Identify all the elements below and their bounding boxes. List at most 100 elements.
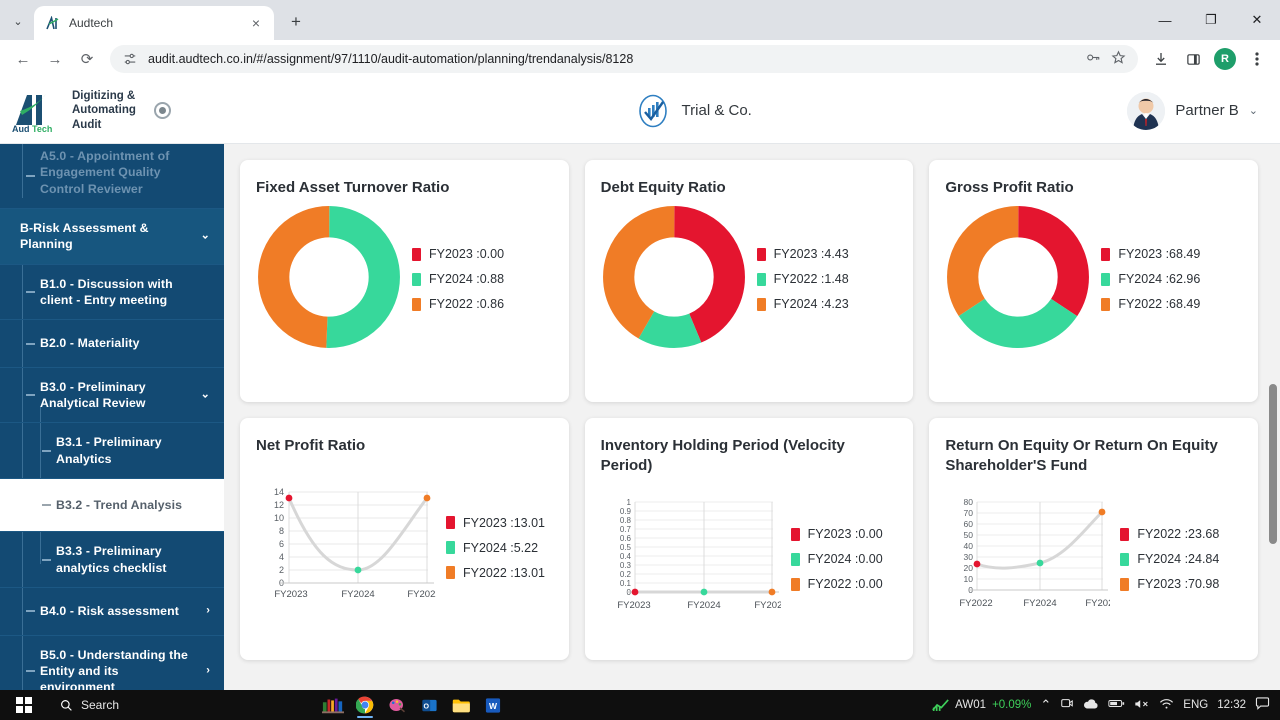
new-tab-button[interactable]: + <box>291 12 301 31</box>
back-icon[interactable]: ← <box>15 50 31 68</box>
sidebar-item-a5-0[interactable]: A5.0 - Appointment of Engagement Quality… <box>0 144 224 210</box>
paint-icon[interactable] <box>382 692 412 718</box>
maximize-button[interactable]: ❐ <box>1205 12 1217 27</box>
cloud-icon[interactable] <box>1083 698 1099 713</box>
forward-icon[interactable]: → <box>47 50 63 68</box>
legend-swatch <box>412 272 421 286</box>
browser-toolbar: ← → ⟳ audit.audtech.co.in/#/assignment/9… <box>0 40 1280 78</box>
chevron-down-icon[interactable]: ⌄ <box>1248 105 1258 117</box>
tree-dash-icon <box>42 504 51 507</box>
svg-text:12: 12 <box>274 500 284 510</box>
legend-item[interactable]: FY2024 :62.96 <box>1101 272 1200 286</box>
legend-item[interactable]: FY2024 :24.84 <box>1120 552 1219 566</box>
legend-item[interactable]: FY2023 :0.00 <box>790 527 883 541</box>
svg-text:0.4: 0.4 <box>620 552 632 561</box>
sidebar-item-b2-0[interactable]: B2.0 - Materiality <box>0 320 224 368</box>
legend-item[interactable]: FY2022 :0.00 <box>790 577 883 591</box>
chevron-down-icon[interactable]: ⌄ <box>200 230 210 243</box>
minimize-button[interactable]: — <box>1158 12 1172 28</box>
donut-chart-gross-profit[interactable] <box>945 204 1091 355</box>
volume-muted-icon[interactable] <box>1134 698 1150 713</box>
legend-item[interactable]: FY2023 :68.49 <box>1101 247 1200 261</box>
tab-search-icon[interactable]: ⌄ <box>13 15 23 28</box>
svg-text:0.1: 0.1 <box>620 579 632 588</box>
legend-item[interactable]: FY2024 :0.88 <box>412 272 504 286</box>
windows-start-icon[interactable] <box>0 690 48 720</box>
battery-icon[interactable] <box>1108 698 1125 712</box>
sidebar-item-b1-0[interactable]: B1.0 - Discussion with client - Entry me… <box>0 265 224 321</box>
sidebar-item-b3-0[interactable]: B3.0 - Preliminary Analytical Review ⌄ <box>0 368 224 424</box>
app-body: A5.0 - Appointment of Engagement Quality… <box>0 144 1280 690</box>
address-bar[interactable]: audit.audtech.co.in/#/assignment/97/1110… <box>110 45 1138 73</box>
web-app: Aud Tech Digitizing & Automating Audit <box>0 78 1280 690</box>
tree-dash-icon <box>26 670 35 673</box>
star-icon[interactable] <box>1111 50 1126 68</box>
chevron-right-icon[interactable]: › <box>206 664 210 677</box>
line-chart-inventory-holding[interactable]: 10.90.8 0.70.60.5 0.40.30.2 0.10 <box>601 489 787 629</box>
browser-window: ⌄ Audtech × + — ❐ ✕ ← → ⟳ audit.audtech <box>0 0 1280 690</box>
legend-item[interactable]: FY2022 :1.48 <box>756 272 849 286</box>
file-explorer-icon[interactable] <box>446 692 476 718</box>
legend-item[interactable]: FY2022 :68.49 <box>1101 297 1200 311</box>
x-tick-label: FY2022 <box>960 598 993 609</box>
svg-text:Aud: Aud <box>12 124 30 133</box>
legend-item[interactable]: FY2024 :5.22 <box>446 541 545 555</box>
chevron-right-icon[interactable]: › <box>206 605 210 618</box>
legend-label: FY2023 :13.01 <box>463 515 546 530</box>
brand-block[interactable]: Aud Tech Digitizing & Automating Audit <box>0 89 260 134</box>
profile-initial: R <box>1214 48 1236 70</box>
chrome-icon[interactable] <box>350 692 380 718</box>
reload-icon[interactable]: ⟳ <box>80 51 94 68</box>
chat-bubble-icon[interactable] <box>1255 697 1270 713</box>
browser-tab[interactable]: Audtech × <box>34 6 274 40</box>
sidebar-item-b3-3[interactable]: B3.3 - Preliminary analytics checklist <box>0 532 224 589</box>
user-menu[interactable]: Partner B ⌄ <box>1127 91 1280 130</box>
taskbar-search[interactable]: Search <box>48 693 218 717</box>
language-indicator[interactable]: ENG <box>1183 699 1209 711</box>
download-icon[interactable] <box>1146 44 1176 74</box>
legend-item[interactable]: FY2024 :4.23 <box>756 297 849 311</box>
clock[interactable]: 12:32 <box>1217 699 1246 711</box>
legend-item[interactable]: FY2023 :70.98 <box>1120 577 1219 591</box>
legend-item[interactable]: FY2023 :0.00 <box>412 247 504 261</box>
stock-widget[interactable]: AW01 +0.09% <box>932 698 1031 712</box>
legend-item[interactable]: FY2023 :13.01 <box>446 516 545 530</box>
page-scrollbar-thumb[interactable] <box>1269 384 1277 544</box>
legend-item[interactable]: FY2024 :0.00 <box>790 552 883 566</box>
key-icon[interactable] <box>1086 50 1101 68</box>
chevron-down-icon[interactable]: ⌄ <box>200 388 210 401</box>
svg-text:8: 8 <box>279 526 284 536</box>
tune-icon[interactable] <box>122 51 138 67</box>
widgets-icon[interactable] <box>318 692 348 718</box>
wifi-icon[interactable] <box>1159 698 1174 713</box>
taskbar-apps: O W <box>318 692 508 718</box>
record-indicator-icon[interactable] <box>153 102 171 119</box>
line-chart-return-on-equity[interactable]: 80 70 60 50 40 30 20 10 0 <box>945 489 1119 629</box>
close-window-button[interactable]: ✕ <box>1251 12 1263 27</box>
show-hidden-icons-chevron[interactable]: ⌃ <box>1040 697 1052 712</box>
legend-swatch <box>446 541 455 554</box>
x-tick-label: FY2023 <box>274 589 307 600</box>
sidebar-nav[interactable]: A5.0 - Appointment of Engagement Quality… <box>0 144 224 690</box>
sidebar-item-b-risk-assessment[interactable]: B-Risk Assessment & Planning ⌄ <box>0 209 224 265</box>
legend-item[interactable]: FY2022 :0.86 <box>412 297 504 311</box>
donut-chart-debt-equity[interactable] <box>601 204 747 355</box>
legend-item[interactable]: FY2023 :4.43 <box>756 247 849 261</box>
donut-chart-fixed-asset[interactable] <box>256 204 402 355</box>
legend-item[interactable]: FY2022 :23.68 <box>1120 527 1219 541</box>
close-tab-icon[interactable]: × <box>251 15 261 31</box>
sidebar-item-b3-2-trend-analysis[interactable]: B3.2 - Trend Analysis <box>0 479 224 533</box>
svg-text:0.9: 0.9 <box>620 507 632 516</box>
word-icon[interactable]: W <box>478 692 508 718</box>
three-dot-menu-icon[interactable] <box>1242 44 1272 74</box>
sidebar-item-b3-1[interactable]: B3.1 - Preliminary Analytics <box>0 423 224 480</box>
profile-avatar[interactable]: R <box>1210 44 1240 74</box>
sidebar-item-b4-0[interactable]: B4.0 - Risk assessment › <box>0 588 224 636</box>
legend-item[interactable]: FY2022 :13.01 <box>446 566 545 580</box>
svg-text:14: 14 <box>274 487 284 497</box>
side-panel-icon[interactable] <box>1178 44 1208 74</box>
sidebar-item-b5-0[interactable]: B5.0 - Understanding the Entity and its … <box>0 636 224 690</box>
outlook-icon[interactable]: O <box>414 692 444 718</box>
onedrive-sync-icon[interactable] <box>1060 697 1074 714</box>
